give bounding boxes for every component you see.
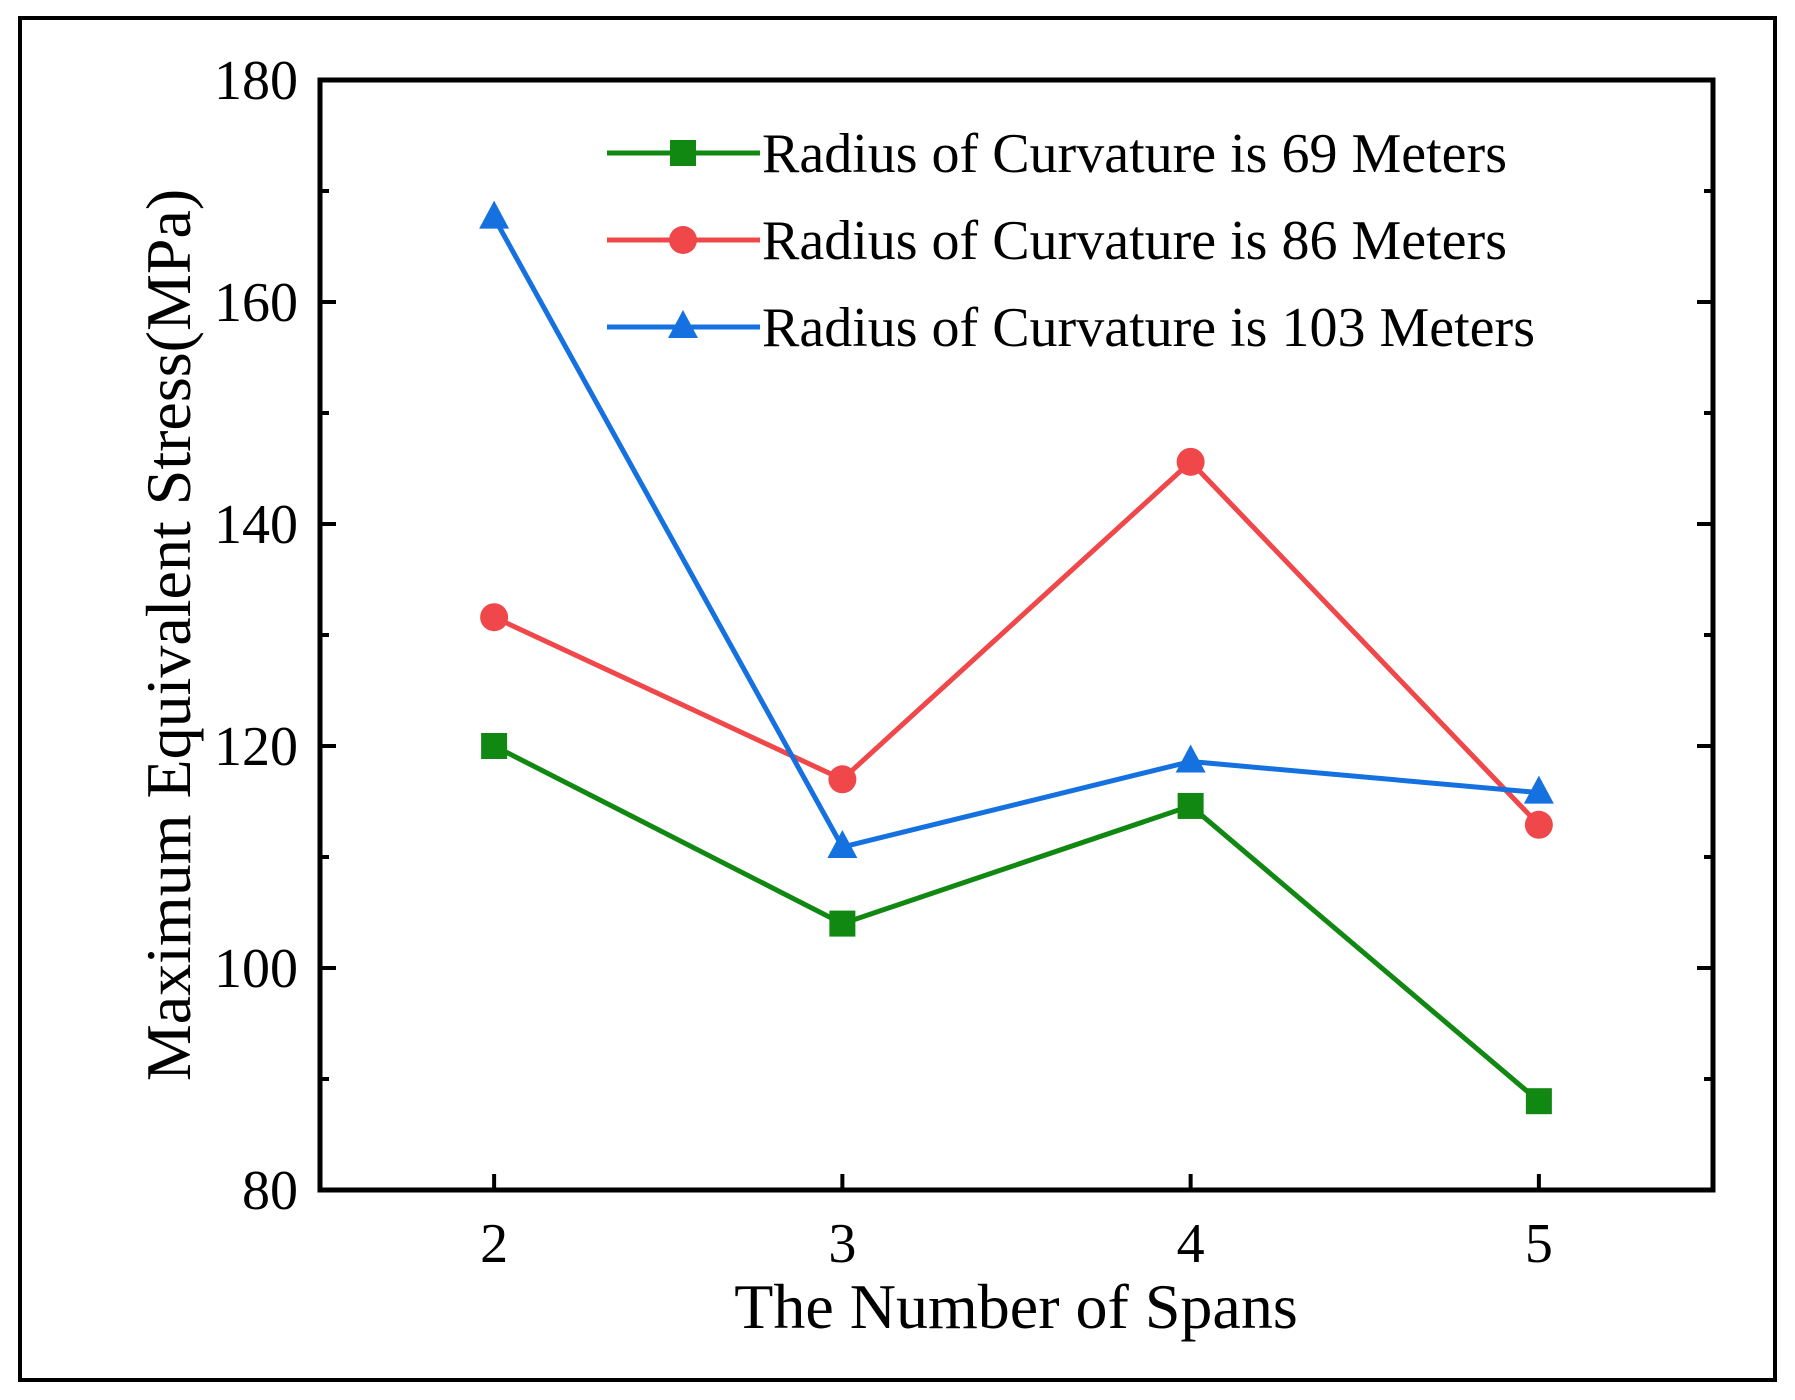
legend: Radius of Curvature is 69 Meters Radius o…	[607, 123, 1535, 359]
series-3	[479, 200, 1554, 859]
legend-label: Radius of Curvature is 69 Meters	[762, 123, 1507, 185]
series-line	[493, 459, 1541, 827]
legend-marker	[669, 226, 697, 254]
y-tick-label: 160	[214, 272, 298, 334]
series-layer	[479, 200, 1554, 1115]
data-point	[479, 200, 510, 229]
legend-marker	[670, 140, 696, 166]
data-point	[1175, 744, 1206, 773]
series-2	[480, 447, 1553, 839]
plot-frame	[317, 77, 1716, 1193]
data-point	[827, 830, 858, 859]
y-tick-label: 180	[214, 50, 298, 112]
y-axis-label: Maximum Equivalent Stress(MPa)	[133, 189, 204, 1081]
legend-item: Radius of Curvature is 69 Meters	[607, 123, 1507, 185]
x-tick-label: 3	[828, 1213, 856, 1275]
legend-item: Radius of Curvature is 103 Meters	[607, 297, 1535, 359]
series-line	[491, 216, 1540, 850]
data-point	[480, 603, 509, 632]
y-tick-label: 140	[214, 494, 298, 556]
data-point	[481, 733, 508, 759]
legend-item: Radius of Curvature is 86 Meters	[607, 210, 1507, 272]
series-line	[492, 743, 1541, 1104]
y-tick-label: 120	[214, 716, 298, 778]
data-point	[1176, 447, 1205, 476]
legend-label: Radius of Curvature is 103 Meters	[762, 297, 1535, 359]
figure-border	[18, 16, 1777, 1382]
x-tick-label: 5	[1525, 1213, 1553, 1275]
data-point	[828, 765, 857, 794]
legend-marker	[668, 310, 698, 338]
series-1	[481, 733, 1552, 1115]
axis-ticks: 2 3 4 5 80 100 120 140 160 180	[214, 50, 1713, 1275]
data-point	[1524, 810, 1553, 839]
x-tick-label: 4	[1177, 1213, 1205, 1275]
y-tick-label: 80	[242, 1160, 298, 1222]
data-point	[829, 910, 856, 937]
x-tick-label: 2	[480, 1213, 508, 1275]
data-point	[1525, 1088, 1552, 1115]
legend-label: Radius of Curvature is 86 Meters	[762, 210, 1507, 272]
data-point	[1177, 792, 1204, 819]
x-axis-label: The Number of Spans	[734, 1271, 1297, 1342]
y-tick-label: 100	[214, 938, 298, 1000]
data-point	[1523, 775, 1554, 804]
